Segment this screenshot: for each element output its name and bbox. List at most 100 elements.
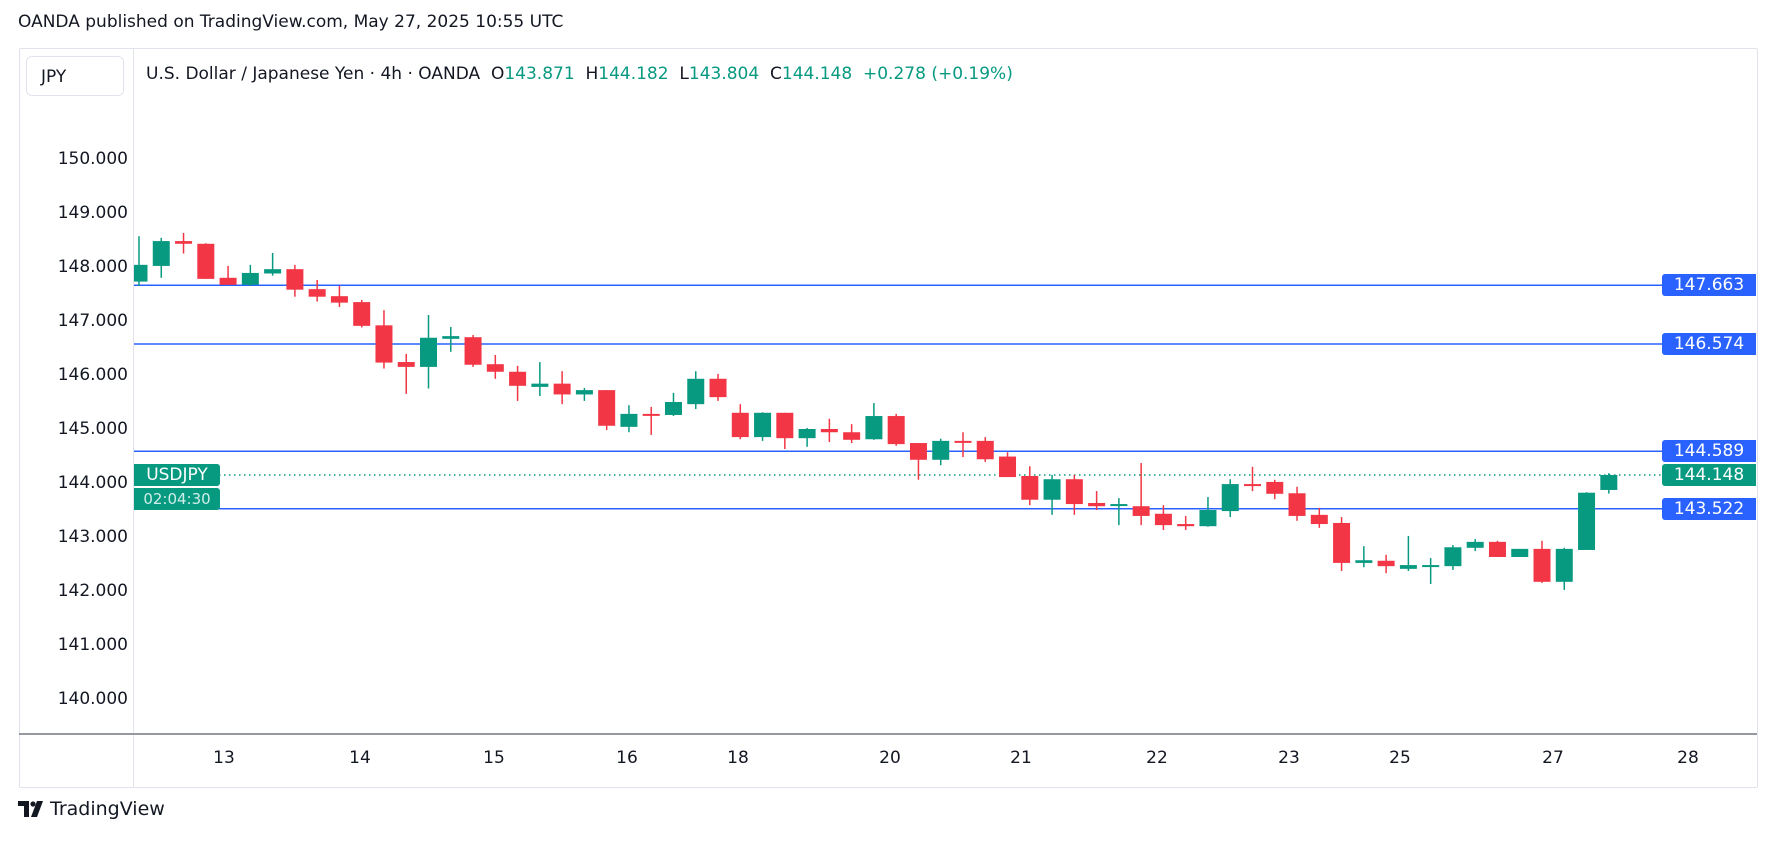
legend-close-label: C bbox=[770, 64, 782, 84]
legend-open-label: O bbox=[490, 64, 505, 84]
candle-up bbox=[531, 383, 549, 387]
candle-up bbox=[1043, 479, 1061, 500]
level-price-label: 147.663 bbox=[1662, 274, 1756, 297]
price-tick-label: 148.000 bbox=[57, 257, 128, 277]
price-tick-label: 147.000 bbox=[57, 311, 128, 331]
candle-up bbox=[241, 272, 259, 285]
candle-up bbox=[1444, 547, 1462, 567]
candle-down bbox=[1021, 475, 1039, 500]
candle-down bbox=[843, 432, 861, 440]
time-tick-label: 18 bbox=[727, 748, 749, 768]
candle-down bbox=[1065, 479, 1083, 505]
candle-up bbox=[932, 440, 950, 460]
symbol-button[interactable]: JPY bbox=[26, 56, 124, 96]
candle-down bbox=[776, 412, 794, 439]
candle-up bbox=[1511, 548, 1529, 557]
price-tick-label: 143.000 bbox=[57, 527, 128, 547]
price-tick-label: 146.000 bbox=[57, 365, 128, 385]
price-tick-label: 144.000 bbox=[57, 473, 128, 493]
candle-down bbox=[1154, 513, 1172, 526]
candle-up bbox=[1221, 484, 1239, 512]
price-tick-label: 150.000 bbox=[57, 149, 128, 169]
legend-close: 144.148 bbox=[781, 64, 853, 84]
tradingview-logo-icon bbox=[18, 801, 43, 817]
candle-down bbox=[464, 337, 482, 365]
candle-up bbox=[1110, 504, 1128, 507]
candle-up bbox=[575, 390, 593, 395]
time-tick-label: 13 bbox=[213, 748, 235, 768]
candle-up bbox=[798, 429, 816, 439]
candle-down bbox=[1088, 502, 1106, 507]
legend-low-label: L bbox=[679, 64, 689, 84]
legend-title: U.S. Dollar / Japanese Yen · 4h · OANDA bbox=[146, 64, 481, 84]
time-tick-label: 21 bbox=[1010, 748, 1032, 768]
current-price-label: 144.148 bbox=[1662, 464, 1756, 486]
candle-down bbox=[1533, 548, 1551, 582]
chart-frame bbox=[19, 48, 1758, 788]
candle-up bbox=[1355, 560, 1373, 563]
candle-up bbox=[420, 337, 438, 367]
legend-low: 143.804 bbox=[688, 64, 760, 84]
price-tick-label: 140.000 bbox=[57, 689, 128, 709]
candlestick-plot[interactable] bbox=[134, 49, 1756, 733]
symbol-tag: USDJPY bbox=[134, 464, 220, 486]
candle-down bbox=[1288, 493, 1306, 516]
candle-down bbox=[197, 243, 215, 279]
candle-up bbox=[152, 241, 170, 266]
candle-down bbox=[509, 371, 527, 386]
legend-high-label: H bbox=[585, 64, 599, 84]
candle-up bbox=[1466, 541, 1484, 548]
candle-up bbox=[687, 378, 705, 405]
legend-high: 144.182 bbox=[598, 64, 669, 84]
candle-down bbox=[887, 416, 905, 445]
candle-down bbox=[219, 277, 237, 285]
candle-up bbox=[754, 412, 772, 438]
candle-down bbox=[486, 364, 504, 372]
candle-down bbox=[375, 325, 393, 363]
price-tick-label: 141.000 bbox=[57, 635, 128, 655]
time-tick-label: 22 bbox=[1146, 748, 1168, 768]
time-tick-label: 16 bbox=[616, 748, 638, 768]
candle-down bbox=[731, 412, 749, 438]
candle-down bbox=[397, 362, 415, 367]
time-tick-label: 14 bbox=[349, 748, 371, 768]
candle-up bbox=[620, 413, 638, 427]
candle-down bbox=[1333, 522, 1351, 563]
legend-change: +0.278 (+0.19%) bbox=[863, 64, 1013, 84]
candle-down bbox=[598, 390, 616, 426]
level-price-label: 144.589 bbox=[1662, 440, 1756, 463]
candle-up bbox=[264, 269, 282, 274]
candle-up bbox=[865, 416, 883, 440]
candle-down bbox=[1310, 514, 1328, 525]
candle-down bbox=[954, 440, 972, 443]
candle-up bbox=[1399, 565, 1417, 569]
candle-down bbox=[330, 296, 348, 303]
candle-down bbox=[820, 429, 838, 433]
candle-up bbox=[442, 336, 460, 339]
candle-down bbox=[1244, 484, 1261, 487]
candle-down bbox=[308, 289, 326, 297]
tradingview-logo[interactable]: TradingView bbox=[18, 798, 165, 820]
candle-down bbox=[909, 443, 927, 460]
candle-up bbox=[134, 264, 148, 282]
candle-down bbox=[1266, 481, 1284, 494]
chart-legend: U.S. Dollar / Japanese Yen · 4h · OANDA … bbox=[146, 64, 1013, 84]
time-axis-divider bbox=[19, 733, 1757, 735]
price-axis-divider bbox=[133, 48, 134, 787]
time-tick-label: 23 bbox=[1278, 748, 1300, 768]
time-tick-label: 28 bbox=[1677, 748, 1699, 768]
candle-down bbox=[642, 413, 660, 416]
price-tick-label: 145.000 bbox=[57, 419, 128, 439]
candle-up bbox=[1578, 492, 1596, 550]
candle-down bbox=[1177, 524, 1195, 527]
candle-down bbox=[353, 302, 371, 326]
published-caption: OANDA published on TradingView.com, May … bbox=[18, 12, 564, 32]
level-price-label: 146.574 bbox=[1662, 333, 1756, 355]
candle-down bbox=[1132, 506, 1150, 516]
candle-down bbox=[709, 378, 727, 398]
bar-countdown: 02:04:30 bbox=[134, 488, 220, 510]
price-tick-label: 142.000 bbox=[57, 581, 128, 601]
candle-up bbox=[1600, 475, 1618, 490]
candle-down bbox=[999, 456, 1017, 478]
time-tick-label: 20 bbox=[879, 748, 901, 768]
